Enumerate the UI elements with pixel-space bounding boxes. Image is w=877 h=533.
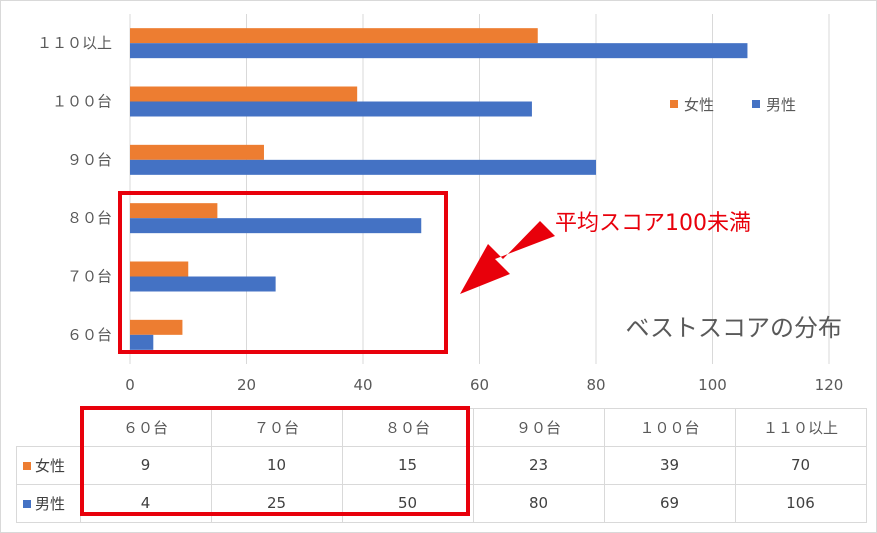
legend-swatch [670,100,678,108]
table-cell: 39 [603,445,736,485]
bar [130,203,218,219]
bar [130,319,183,335]
table-cell: 106 [734,483,867,523]
bar [130,261,189,277]
table-cell: 10 [210,445,343,485]
table-header-cell: ９０台 [472,408,605,447]
x-tick-label: 0 [125,376,135,394]
chart-title: ベストスコアの分布 [626,314,842,342]
x-tick-label: 20 [237,376,256,394]
x-tick-label: 40 [353,376,372,394]
table-header-cell: ７０台 [210,408,343,447]
highlight-box [118,191,448,354]
table-cell: 9 [79,445,212,485]
bar [130,334,154,350]
y-tick-label: ７０台 [67,268,112,286]
annotation-text: 平均スコア100未満 [555,211,751,236]
table-header-row: ６０台 ７０台 ８０台 ９０台 １００台 １１０以上 [16,408,867,447]
y-tick-label: １１０以上 [37,34,112,52]
table-cell: 69 [603,483,736,523]
table-cell: 25 [210,483,343,523]
table-row-label-text: 女性 [35,456,66,475]
bar [130,218,422,234]
table-header-cell: １００台 [603,408,736,447]
table-row-label: 男性 [16,483,81,523]
annotation-arrow-icon [460,221,555,294]
table-cell: 23 [472,445,605,485]
table-cell: 4 [79,483,212,523]
bar [130,101,532,117]
x-tick-label: 80 [586,376,605,394]
bar [130,159,596,175]
legend-label: 女性 [684,96,714,114]
table-row: 女性 9 10 15 23 39 70 [16,445,867,485]
x-tick-label: 120 [815,376,844,394]
table-cell: 15 [341,445,474,485]
table-header-cell: １１０以上 [734,408,867,447]
bar [130,86,358,102]
bar [130,276,276,292]
x-tick-label: 100 [698,376,727,394]
data-table: ６０台 ７０台 ８０台 ９０台 １００台 １１０以上 女性 9 10 15 23… [16,408,867,523]
table-cell: 50 [341,483,474,523]
y-tick-label: ９０台 [67,151,112,169]
bar [130,43,748,59]
legend-swatch [752,100,760,108]
table-row: 男性 4 25 50 80 69 106 [16,483,867,523]
table-cell: 70 [734,445,867,485]
y-tick-label: １００台 [52,93,112,111]
bar [130,28,538,44]
table-corner-cell [16,408,81,447]
x-tick-label: 60 [470,376,489,394]
table-cell: 80 [472,483,605,523]
bar [130,144,264,160]
table-row-label-text: 男性 [35,494,66,513]
legend-key-female [23,462,31,470]
table-header-cell: ６０台 [79,408,212,447]
legend-key-male [23,500,31,508]
y-tick-label: ６０台 [67,326,112,344]
legend-label: 男性 [766,96,796,114]
table-row-label: 女性 [16,445,81,485]
table-header-cell: ８０台 [341,408,474,447]
y-tick-label: ８０台 [67,209,112,227]
